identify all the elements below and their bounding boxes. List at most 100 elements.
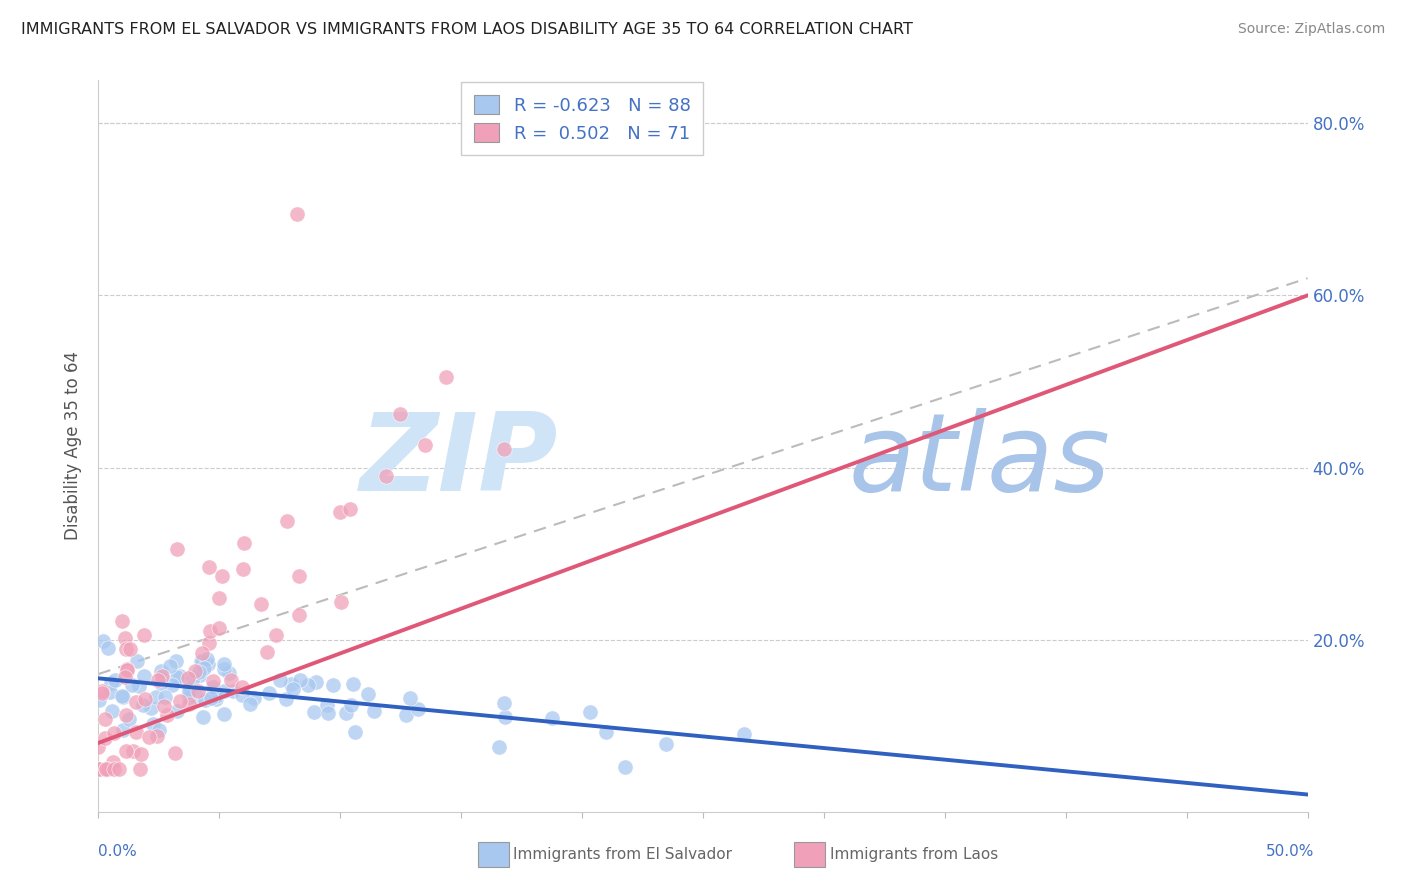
Point xyxy=(166,670,188,684)
Point xyxy=(101,704,124,718)
Point xyxy=(222,683,245,698)
Point xyxy=(614,760,637,774)
Point xyxy=(94,712,117,726)
Point xyxy=(494,696,516,710)
Point xyxy=(103,726,125,740)
Point xyxy=(200,691,222,706)
Point xyxy=(160,678,183,692)
Point xyxy=(232,536,254,550)
Point xyxy=(108,762,131,776)
Point xyxy=(264,628,287,642)
Point xyxy=(103,762,125,776)
Point xyxy=(205,692,228,706)
Point xyxy=(90,684,112,698)
Point xyxy=(149,676,172,690)
Point xyxy=(335,706,357,721)
Point xyxy=(179,685,201,699)
Point xyxy=(97,640,120,655)
Point xyxy=(94,762,117,776)
Point xyxy=(190,654,212,668)
Point xyxy=(578,705,600,719)
Text: 0.0%: 0.0% xyxy=(98,845,138,859)
Point xyxy=(114,631,136,645)
Point xyxy=(94,731,117,746)
Point xyxy=(124,695,146,709)
Point xyxy=(187,684,209,698)
Point xyxy=(287,569,309,583)
Point xyxy=(132,628,155,642)
Point xyxy=(388,408,411,422)
Text: IMMIGRANTS FROM EL SALVADOR VS IMMIGRANTS FROM LAOS DISABILITY AGE 35 TO 64 CORR: IMMIGRANTS FROM EL SALVADOR VS IMMIGRANT… xyxy=(21,22,912,37)
Point xyxy=(208,591,231,605)
Point xyxy=(375,468,398,483)
Legend: R = -0.623   N = 88, R =  0.502   N = 71: R = -0.623 N = 88, R = 0.502 N = 71 xyxy=(461,82,703,155)
Point xyxy=(145,690,167,704)
Point xyxy=(150,669,173,683)
Point xyxy=(357,687,380,701)
Point xyxy=(115,662,138,676)
Point xyxy=(169,669,191,683)
Text: 50.0%: 50.0% xyxy=(1267,845,1315,859)
Point xyxy=(329,505,352,519)
Point xyxy=(89,762,111,776)
Point xyxy=(165,746,187,760)
Point xyxy=(322,678,344,692)
Point xyxy=(179,697,201,711)
Point xyxy=(91,634,114,648)
Point xyxy=(142,717,165,731)
Point xyxy=(183,664,205,678)
Point xyxy=(197,559,219,574)
Point xyxy=(156,707,179,722)
Point xyxy=(297,678,319,692)
Point xyxy=(406,702,429,716)
Point xyxy=(218,666,240,681)
Point xyxy=(274,692,297,706)
Point xyxy=(188,668,211,682)
Point xyxy=(128,680,150,694)
Point xyxy=(111,689,134,703)
Point xyxy=(111,690,134,704)
Point xyxy=(194,692,217,706)
Point xyxy=(276,514,298,528)
Point xyxy=(128,762,150,776)
Point xyxy=(302,705,325,719)
Point xyxy=(98,685,121,699)
Point xyxy=(340,698,363,712)
Point xyxy=(434,370,457,384)
Point xyxy=(197,636,219,650)
Point xyxy=(184,689,207,703)
Point xyxy=(193,661,215,675)
Point xyxy=(256,645,278,659)
Point xyxy=(231,688,253,702)
Point xyxy=(540,711,562,725)
Point xyxy=(494,442,516,456)
Point xyxy=(595,725,617,739)
Point xyxy=(115,642,138,657)
Point xyxy=(132,698,155,712)
Point xyxy=(219,673,242,687)
Point xyxy=(177,682,200,697)
Point xyxy=(90,686,112,700)
Point xyxy=(114,669,136,683)
Point xyxy=(87,693,110,707)
Point xyxy=(242,690,264,705)
Point xyxy=(97,762,120,776)
Point xyxy=(118,642,141,657)
Point xyxy=(104,673,127,688)
Point xyxy=(316,698,339,713)
Point xyxy=(208,621,231,635)
Point xyxy=(281,681,304,696)
Point xyxy=(180,684,202,698)
Point xyxy=(146,729,169,743)
Point xyxy=(87,739,110,754)
Point xyxy=(212,657,235,671)
Point xyxy=(191,654,214,668)
Point xyxy=(169,694,191,708)
Point xyxy=(94,762,117,776)
Text: Immigrants from El Salvador: Immigrants from El Salvador xyxy=(513,847,733,862)
Point xyxy=(121,678,143,692)
Point xyxy=(339,502,361,516)
Point xyxy=(93,762,115,776)
Point xyxy=(101,755,124,769)
Point xyxy=(148,723,170,737)
